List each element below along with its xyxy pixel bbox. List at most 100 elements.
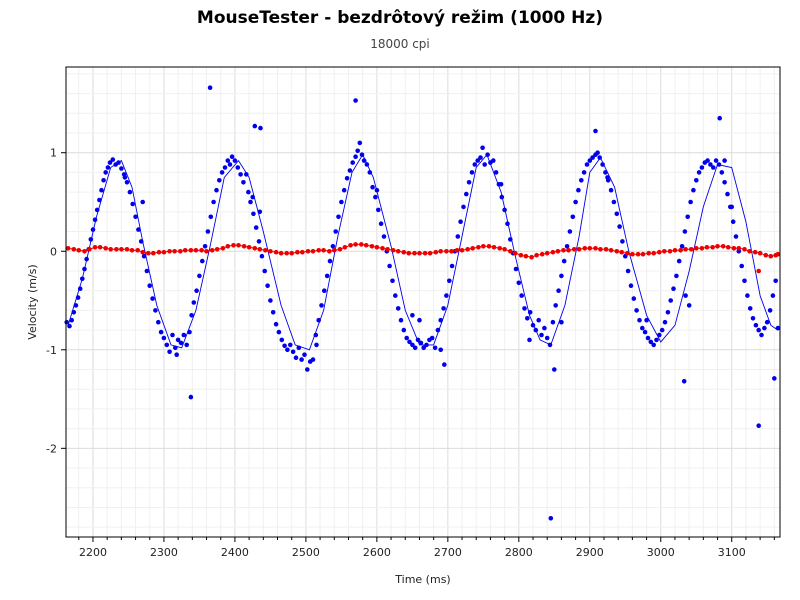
data-point-y-velocity [241, 244, 247, 249]
data-point-x-velocity [499, 194, 505, 200]
data-point-x-velocity [395, 306, 401, 311]
data-point-x-velocity [717, 115, 722, 121]
data-point-x-velocity [189, 313, 194, 318]
data-point-x-velocity [181, 332, 187, 338]
data-point-y-velocity [289, 250, 295, 256]
x-tick-label: 3100 [718, 546, 746, 559]
data-point-x-velocity [188, 394, 194, 400]
data-point-y-velocity [640, 251, 646, 257]
data-point-x-velocity [246, 189, 251, 195]
data-point-x-velocity [444, 293, 449, 298]
data-point-x-velocity [455, 234, 461, 239]
data-point-y-velocity [678, 248, 683, 253]
data-point-x-velocity [361, 158, 367, 163]
data-point-y-velocity [459, 248, 465, 253]
data-point-x-velocity [581, 170, 587, 175]
axes: 2200 2300 2400 2500 2600 2700 2800 2900 3000 3100… [46, 147, 775, 559]
data-point-x-velocity [282, 343, 287, 349]
data-point-y-velocity [689, 247, 694, 252]
data-point-x-velocity [316, 317, 322, 323]
data-point-x-velocity [178, 340, 184, 346]
data-point-x-velocity [107, 160, 113, 165]
x-tick-label: 2200 [79, 546, 107, 559]
data-point-x-velocity [225, 158, 231, 163]
data-point-x-velocity [603, 170, 608, 175]
data-point-x-velocity [536, 317, 541, 323]
x-tick-label: 2600 [363, 546, 391, 559]
data-point-x-velocity [753, 322, 759, 328]
data-point-x-velocity [683, 293, 688, 298]
x-tick-label: 2400 [221, 546, 249, 559]
data-point-x-velocity [708, 162, 713, 167]
data-point-x-velocity [539, 332, 544, 338]
data-point-x-velocity [441, 306, 446, 311]
data-point-x-velocity [498, 182, 504, 187]
data-point-y-velocity [603, 247, 609, 252]
data-point-x-velocity [584, 162, 590, 167]
data-point-x-velocity [64, 319, 69, 325]
data-point-x-velocity [750, 316, 756, 321]
data-point-x-velocity [222, 165, 228, 170]
data-point-y-velocity [662, 249, 667, 254]
data-point-x-velocity [398, 317, 404, 323]
data-point-x-velocity [376, 207, 381, 213]
data-point-y-velocity [359, 242, 364, 247]
data-point-x-velocity [200, 258, 205, 264]
data-point-x-velocity [642, 329, 648, 335]
data-point-x-velocity [662, 319, 668, 325]
data-point-y-velocity [332, 248, 337, 253]
data-point-y-velocity [775, 251, 781, 257]
x-tick-label: 2800 [505, 546, 533, 559]
data-point-y-velocity [310, 249, 316, 254]
data-point-x-velocity [127, 189, 133, 195]
data-point-x-velocity [355, 148, 361, 154]
y-tick-label: -1 [46, 344, 57, 357]
data-point-x-velocity [530, 322, 536, 328]
data-point-y-velocity [757, 250, 763, 256]
data-point-x-velocity [97, 197, 102, 203]
data-point-x-velocity [270, 310, 276, 315]
data-point-x-velocity [544, 335, 550, 341]
data-point-y-velocity [619, 249, 624, 255]
data-point-x-velocity [339, 199, 344, 205]
x-axis-label: Time (ms) [394, 573, 450, 586]
data-point-y-velocity [614, 249, 620, 254]
data-point-y-velocity [720, 244, 726, 249]
data-point-x-velocity [80, 276, 85, 282]
data-point-y-velocity [529, 254, 534, 260]
data-point-y-velocity [725, 245, 731, 250]
data-point-x-velocity [173, 345, 178, 351]
data-point-x-velocity [140, 199, 145, 205]
data-point-x-velocity [567, 229, 573, 234]
data-point-y-velocity [715, 244, 720, 249]
data-point-y-velocity [193, 248, 199, 253]
data-point-y-velocity [566, 248, 571, 253]
data-point-x-velocity [597, 155, 602, 160]
data-point-x-velocity [370, 184, 375, 190]
data-point-x-velocity [756, 327, 761, 333]
data-point-x-velocity [739, 263, 744, 269]
data-point-x-velocity [620, 239, 625, 244]
data-point-x-velocity [648, 339, 654, 345]
data-point-x-velocity [478, 155, 483, 160]
data-point-y-velocity [731, 246, 737, 251]
data-point-y-velocity [438, 249, 444, 254]
data-point-x-velocity [293, 355, 299, 361]
data-point-x-velocity [438, 347, 444, 353]
data-point-x-velocity [158, 329, 164, 335]
data-point-x-velocity [324, 273, 330, 279]
data-point-y-velocity [417, 250, 422, 256]
data-point-x-velocity [466, 180, 472, 185]
data-point-y-velocity [82, 249, 87, 254]
data-point-x-velocity [442, 362, 447, 367]
data-point-y-velocity [587, 246, 593, 251]
data-point-y-velocity [214, 247, 220, 252]
data-point-y-velocity [747, 249, 752, 254]
data-point-x-velocity [244, 172, 249, 177]
data-point-x-velocity [217, 178, 222, 183]
data-point-y-velocity [508, 249, 513, 254]
data-point-x-velocity [587, 158, 593, 163]
data-point-y-velocity [188, 248, 194, 253]
data-point-x-velocity [67, 323, 72, 329]
